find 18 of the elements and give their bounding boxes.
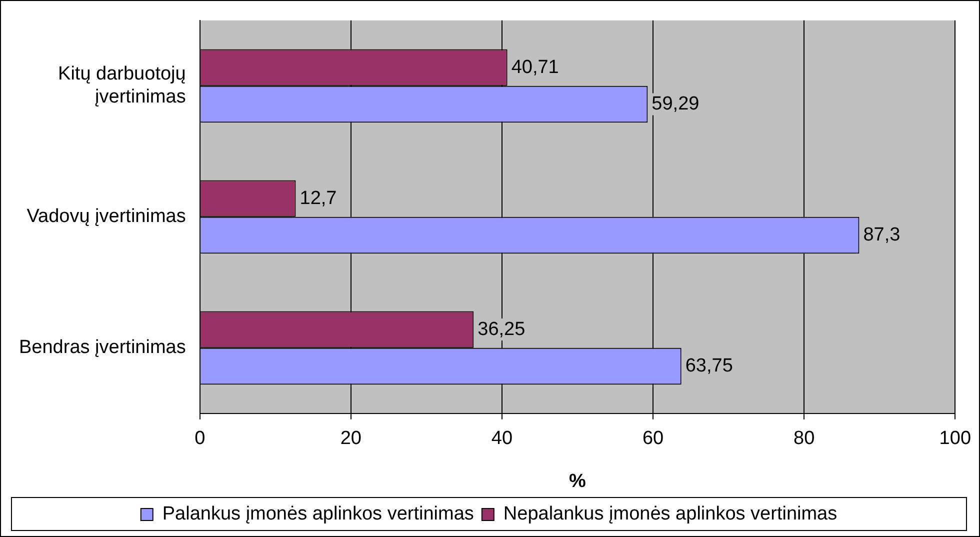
y-tick-label: Bendras įvertinimas <box>19 337 186 358</box>
x-axis-title: % <box>569 470 586 492</box>
legend-label: Palankus įmonės aplinkos vertinimas <box>162 504 474 525</box>
data-label: 87,3 <box>863 224 900 246</box>
legend-label: Nepalankus įmonės aplinkos vertinimas <box>503 504 838 525</box>
x-tick-label: 0 <box>194 428 206 450</box>
x-tick-label: 100 <box>939 428 971 450</box>
x-tick-label: 40 <box>491 428 513 450</box>
y-tick-label: Kitų darbuotojų įvertinimas <box>58 64 186 108</box>
y-tick-label: Vadovų įvertinimas <box>26 206 186 228</box>
data-label: 12,7 <box>300 188 337 209</box>
data-label: 36,25 <box>478 318 526 340</box>
x-tick-label: 80 <box>794 428 815 450</box>
data-label: 63,75 <box>685 355 733 376</box>
data-label: 40,71 <box>511 56 559 78</box>
x-tick-label: 20 <box>340 428 362 450</box>
x-tick-label: 60 <box>642 428 664 450</box>
data-label: 59,29 <box>652 93 700 114</box>
